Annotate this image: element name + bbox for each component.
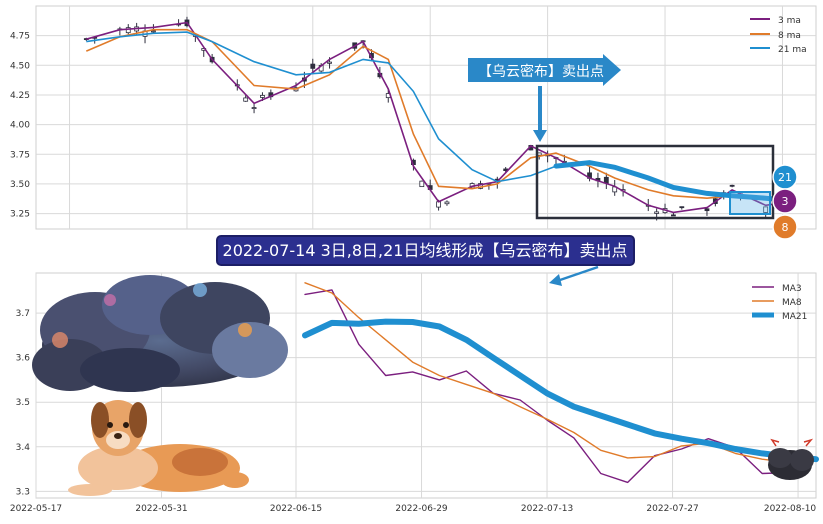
badge-8-label: 8	[782, 221, 789, 234]
top-line-21ma-highlight	[553, 160, 794, 203]
candle-body	[243, 97, 249, 102]
bottom-y-tick-label: 3.3	[16, 487, 30, 497]
bottom-ma-lines	[302, 282, 819, 484]
candle-body	[654, 211, 660, 214]
top-y-tick-label: 4.75	[10, 32, 30, 42]
candle-body	[151, 30, 156, 33]
bottom-x-tick-label: 2022-05-17	[10, 504, 62, 514]
bottom-x-tick-label: 2022-05-31	[135, 504, 187, 514]
candle-body	[729, 184, 735, 187]
bottom-y-tick-label: 3.6	[16, 354, 31, 364]
top-line-3-ma	[86, 21, 791, 214]
top-y-tick-label: 3.50	[10, 180, 30, 190]
top-y-tick-label: 4.00	[10, 121, 30, 131]
top-y-tick-label: 3.25	[10, 210, 30, 220]
banner-text: 2022-07-14 3日,8日,21日均线形成【乌云密布】卖出点	[223, 241, 628, 260]
bottom-x-tick-label: 2022-06-15	[270, 504, 322, 514]
candle-body	[444, 201, 450, 205]
candle-body	[125, 27, 131, 34]
candle-body	[603, 176, 609, 184]
bottom-y-tick-label: 3.7	[16, 309, 30, 319]
signal-box	[535, 144, 775, 220]
badge-21: 21	[772, 164, 798, 190]
arrow-label-shape	[468, 54, 621, 86]
candle-body	[419, 180, 425, 188]
pointer-arrow-down	[533, 86, 547, 142]
candle-body	[327, 61, 332, 64]
legend-label-3ma: 3 ma	[778, 16, 801, 26]
bottom-panel: 3.33.43.53.63.7 2022-05-17 2022-05-31 2022…	[10, 272, 819, 514]
top-y-tick-labels: 3.25 3.50 3.75 4.00 4.25 4.50 4.75	[10, 32, 30, 220]
badge-3-label: 3	[782, 195, 789, 208]
signal-banner: 2022-07-14 3日,8日,21日均线形成【乌云密布】卖出点	[216, 235, 635, 266]
candle-body	[704, 208, 710, 212]
candle-body	[260, 94, 265, 98]
bottom-x-tick-label: 2022-08-10	[764, 504, 817, 514]
legend-label-21ma: 21 ma	[778, 45, 807, 55]
storm-cloud-icon	[768, 438, 814, 480]
bottom-x-tick-label: 2022-07-13	[521, 504, 573, 514]
candle-body	[251, 107, 257, 109]
bottom-y-tick-label: 3.4	[16, 443, 31, 453]
top-y-tick-label: 3.75	[10, 150, 30, 160]
bottom-legend: MA3 MA8 MA21	[752, 284, 807, 322]
badge-21-label: 21	[778, 171, 792, 184]
bottom-x-tick-label: 2022-06-29	[395, 504, 448, 514]
legend-label-ma3: MA3	[782, 284, 802, 294]
candle-body	[671, 214, 676, 217]
top-panel: 3.25 3.50 3.75 4.00 4.25 4.50 4.75 3 ma 8 ma 2…	[10, 5, 817, 240]
legend-label-ma21: MA21	[782, 312, 807, 322]
signal-box-small	[729, 191, 771, 215]
bottom-line-MA8	[304, 282, 817, 464]
top-y-tick-label: 4.50	[10, 61, 30, 71]
candle-body	[310, 63, 316, 69]
arrow-label-text: 【乌云密布】卖出点	[478, 63, 604, 80]
bottom-x-tick-labels: 2022-05-17 2022-05-31 2022-06-15 2022-06-29…	[10, 504, 817, 514]
bottom-line-MA21	[302, 318, 819, 463]
candle-body	[763, 206, 769, 213]
badge-3: 3	[772, 188, 798, 214]
top-plot-area	[35, 5, 817, 230]
bottom-y-tick-label: 3.5	[16, 398, 30, 408]
pointer-arrow-diagonal	[549, 265, 599, 286]
badge-8: 8	[772, 214, 798, 240]
top-ma-lines	[85, 21, 794, 214]
dog-illustration	[68, 400, 249, 496]
bottom-y-tick-labels: 3.3 3.4 3.5 3.6 3.7	[16, 309, 31, 497]
bottom-x-tick-label: 2022-07-27	[646, 504, 698, 514]
legend-label-ma8: MA8	[782, 298, 802, 308]
top-y-tick-label: 4.25	[10, 91, 30, 101]
candle-body	[679, 206, 685, 209]
legend-label-8ma: 8 ma	[778, 31, 801, 41]
sell-point-arrow-label: 【乌云密布】卖出点	[468, 54, 621, 86]
dark-cloud-illustration	[32, 275, 288, 392]
top-legend: 3 ma 8 ma 21 ma	[750, 16, 807, 55]
